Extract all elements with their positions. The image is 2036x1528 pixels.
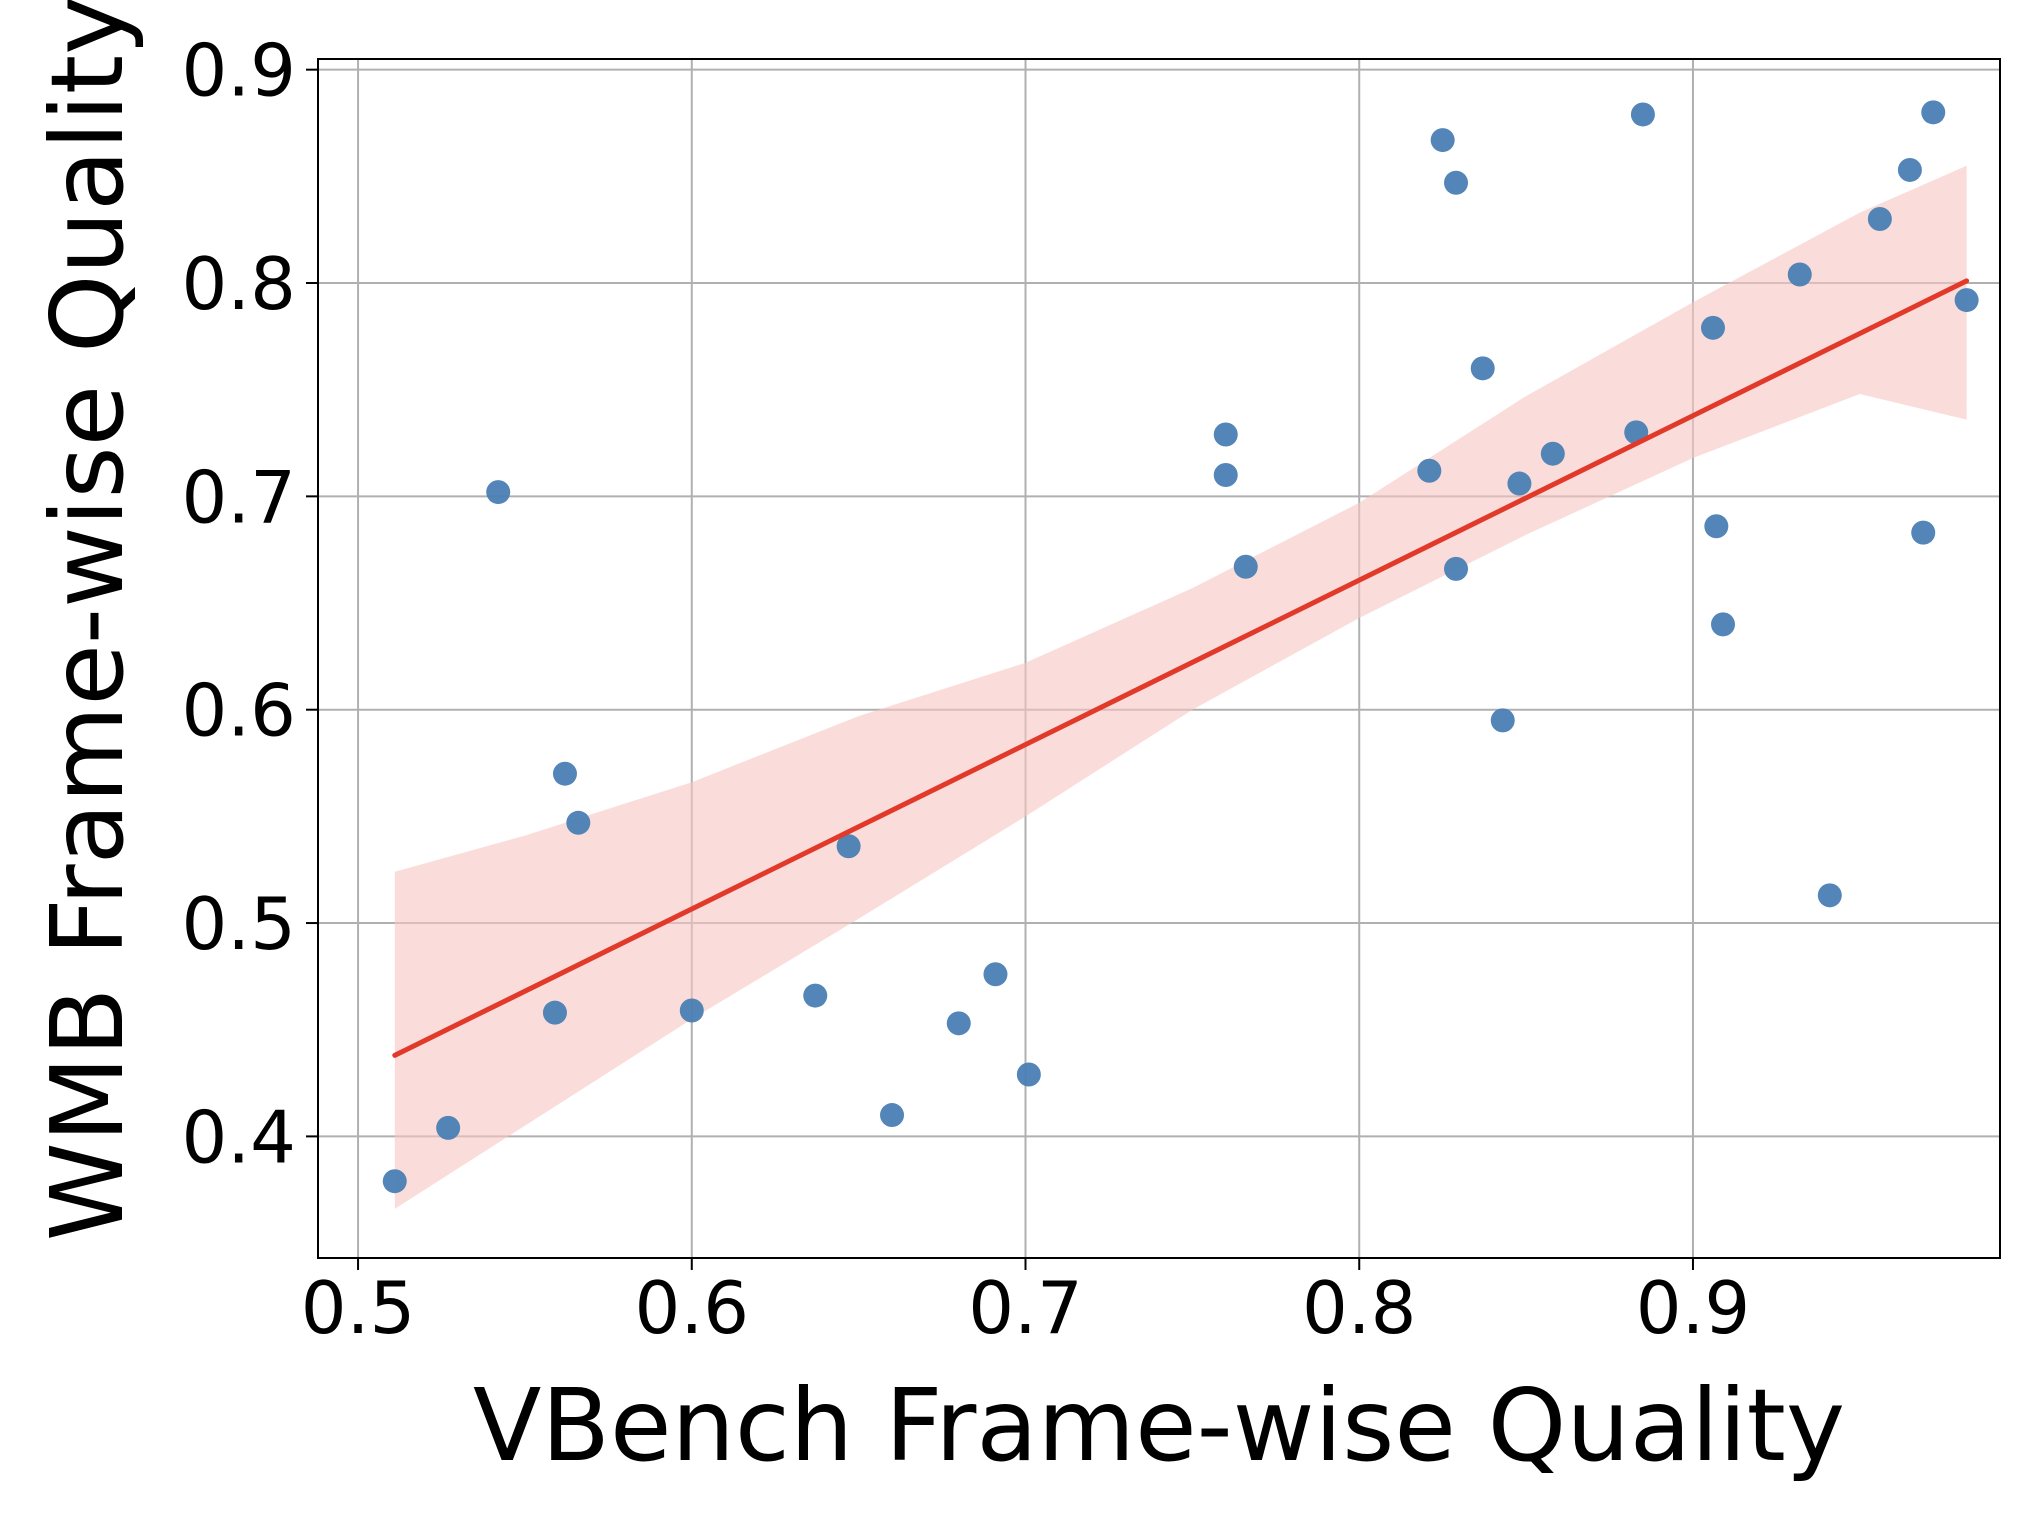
x-axis-ticks: 0.5 0.6 0.7 0.8 0.9 <box>301 1258 1750 1350</box>
confidence-band-area <box>394 165 1967 1209</box>
data-point <box>1540 441 1565 466</box>
data-point <box>1213 422 1238 447</box>
data-point <box>1867 207 1892 232</box>
data-point <box>1213 463 1238 488</box>
data-point <box>880 1103 905 1128</box>
data-point <box>1444 556 1469 581</box>
data-point <box>542 1000 567 1025</box>
data-point <box>436 1115 461 1140</box>
data-point <box>946 1011 971 1036</box>
data-point <box>1700 315 1725 340</box>
data-point <box>1711 612 1736 637</box>
data-point <box>1490 708 1515 733</box>
y-tick-label: 0.4 <box>181 1095 296 1179</box>
data-point <box>552 761 577 786</box>
y-tick-label: 0.6 <box>181 669 296 753</box>
data-point <box>382 1169 407 1194</box>
data-point <box>679 998 704 1023</box>
data-point <box>1417 458 1442 483</box>
x-tick-label: 0.6 <box>635 1266 750 1350</box>
data-point <box>1897 157 1922 182</box>
plot-frame <box>317 58 2001 1259</box>
x-tick-label: 0.9 <box>1636 1266 1751 1350</box>
data-point <box>1704 514 1729 539</box>
y-axis-label: WMB Frame-wise Quality <box>29 0 146 1241</box>
data-point <box>1817 883 1842 908</box>
y-axis-ticks: 0.4 0.5 0.6 0.7 0.8 0.9 <box>181 29 318 1179</box>
data-point <box>1911 520 1936 545</box>
data-point <box>486 480 511 505</box>
confidence-band <box>394 165 1967 1209</box>
data-point <box>803 983 828 1008</box>
y-tick-label: 0.8 <box>181 242 296 326</box>
x-axis-label: VBench Frame-wise Quality <box>473 1367 1845 1484</box>
data-point <box>983 962 1008 987</box>
x-tick-label: 0.5 <box>301 1266 416 1350</box>
data-point <box>1470 356 1495 381</box>
y-tick-label: 0.7 <box>181 455 296 539</box>
data-point <box>1507 471 1532 496</box>
grid-lines <box>318 59 2000 1258</box>
data-point <box>1954 288 1979 313</box>
data-point <box>836 834 861 859</box>
data-point <box>1430 128 1455 153</box>
x-tick-label: 0.8 <box>1302 1266 1417 1350</box>
data-point <box>566 810 591 835</box>
data-point <box>1444 170 1469 195</box>
data-points <box>382 100 1979 1194</box>
data-point <box>1787 262 1812 287</box>
data-point <box>1016 1062 1041 1087</box>
regression-line <box>392 278 1970 1058</box>
data-point <box>1921 100 1946 125</box>
regression-line-path <box>392 278 1970 1058</box>
x-tick-label: 0.7 <box>968 1266 1083 1350</box>
data-point <box>1630 102 1655 127</box>
y-tick-label: 0.9 <box>181 29 296 113</box>
y-tick-label: 0.5 <box>181 882 296 966</box>
data-point <box>1233 554 1258 579</box>
